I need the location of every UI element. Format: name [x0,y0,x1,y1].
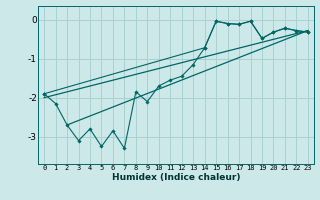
X-axis label: Humidex (Indice chaleur): Humidex (Indice chaleur) [112,173,240,182]
